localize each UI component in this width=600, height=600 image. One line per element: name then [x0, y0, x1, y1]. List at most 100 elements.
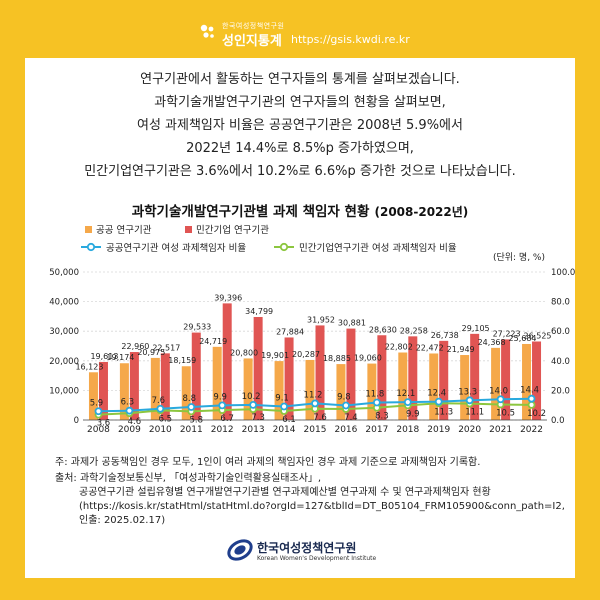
legend-swatch-private-bar: [185, 226, 192, 233]
bar-private: [439, 340, 449, 420]
public-ratio-point: [311, 399, 319, 408]
bar-label-private: 26,525: [524, 331, 552, 340]
private-ratio-label: 7.4: [344, 413, 358, 423]
bar-public: [212, 346, 222, 420]
bar-label-private: 31,952: [307, 315, 335, 324]
public-ratio-label: 8.8: [183, 394, 197, 404]
header-brand: 성인지통계: [222, 34, 282, 49]
kwdi-dots-icon: [200, 24, 214, 38]
unit-label: (단위: 명, %): [493, 252, 545, 263]
x-tick-label: 2016: [334, 425, 357, 435]
x-tick-label: 2008: [87, 425, 110, 435]
source-url[interactable]: (https://kosis.kr/statHtml/statHtml.do?o…: [79, 501, 565, 512]
public-ratio-label: 7.6: [152, 396, 166, 406]
bar-private: [377, 335, 387, 420]
bar-label-public: 25,684: [509, 334, 537, 343]
legend-label-public-bar: 공공 연구기관: [96, 225, 152, 236]
y-right-tick: 100.0: [551, 268, 575, 278]
y-left-tick: 30,000: [49, 327, 79, 337]
x-tick-label: 2017: [365, 425, 388, 435]
bar-private: [191, 332, 201, 420]
footer-logo: 한국여성정책연구원 Korean Women's Development Ins…: [227, 536, 387, 566]
public-ratio-label: 9.1: [275, 394, 289, 404]
public-ratio-label: 11.2: [304, 390, 323, 400]
legend-label-private-bar: 민간기업 연구기관: [196, 224, 269, 236]
x-tick-label: 2012: [211, 425, 234, 435]
bar-public: [181, 366, 191, 420]
private-ratio-point: [527, 401, 536, 409]
x-tick-label: 2011: [180, 425, 203, 435]
private-ratio-label: 9.9: [406, 409, 420, 419]
bar-label-public: 16,123: [75, 362, 103, 371]
bar-label-private: 28,258: [400, 326, 428, 335]
bar-public: [305, 359, 315, 420]
bar-private: [532, 341, 542, 420]
y-left-tick: 20,000: [49, 357, 79, 367]
private-ratio-label: 8.3: [375, 412, 389, 422]
y-right-tick: 0.0: [551, 416, 565, 426]
public-ratio-label: 6.3: [121, 398, 135, 408]
public-ratio-point: [527, 394, 536, 403]
bar-label-private: 22,960: [121, 342, 149, 351]
bar-label-private: 30,881: [338, 319, 366, 328]
public-ratio-label: 9.9: [213, 392, 227, 402]
intro-text: 연구기관에서 활동하는 연구자들의 통계를 살펴보겠습니다. 과학기술개발연구기…: [25, 68, 575, 183]
bar-label-public: 24,368: [478, 338, 506, 347]
bar-label-private: 39,396: [214, 293, 242, 302]
bar-private: [501, 339, 511, 420]
public-ratio-point: [156, 404, 165, 413]
y-left-tick: 50,000: [49, 268, 79, 278]
bar-label-private: 29,105: [462, 324, 490, 333]
bar-private: [346, 328, 356, 420]
bar-public: [119, 363, 129, 420]
bar-label-public: 20,800: [230, 348, 258, 357]
content-card: 연구기관에서 활동하는 연구자들의 통계를 살펴보겠습니다. 과학기술개발연구기…: [25, 58, 575, 578]
bar-private: [253, 316, 263, 420]
y-right-tick: 40.0: [551, 357, 570, 367]
header-url[interactable]: https://gsis.kwdi.re.kr: [291, 33, 410, 46]
y-right-tick: 60.0: [551, 327, 570, 337]
public-ratio-label: 9.8: [337, 392, 351, 402]
bar-label-private: 34,799: [245, 307, 273, 316]
intro-line: 민간기업연구기관은 3.6%에서 10.2%로 6.6%p 증가한 것으로 나타…: [84, 164, 516, 179]
public-ratio-label: 13.3: [458, 387, 477, 397]
kwdi-swirl-icon: [227, 539, 253, 561]
bar-label-private: 19,613: [90, 352, 118, 361]
legend-marker-private: [279, 242, 289, 252]
legend-marker-public: [86, 242, 96, 252]
public-ratio-label: 14.4: [520, 386, 539, 396]
intro-line: 2022년 14.4%로 8.5%p 증가하였으며,: [186, 141, 414, 156]
public-ratio-point: [372, 398, 381, 407]
public-ratio-point: [465, 396, 474, 405]
bar-public: [398, 352, 408, 420]
bar-label-public: 22,802: [385, 343, 413, 352]
footer-org-eng: Korean Women's Development Institute: [257, 555, 377, 562]
x-tick-label: 2021: [489, 425, 512, 435]
public-ratio-point: [403, 398, 412, 406]
bar-public: [429, 353, 439, 420]
private-ratio-label: 7.3: [251, 413, 265, 423]
public-ratio-label: 12.1: [396, 389, 415, 399]
bar-private: [284, 337, 294, 420]
y-left-tick: 40,000: [49, 298, 79, 308]
x-tick-label: 2022: [520, 425, 543, 435]
public-ratio-point: [280, 402, 288, 411]
bar-label-public: 18,885: [323, 354, 351, 363]
chart-title-range: (2008-2022년): [374, 205, 469, 219]
bar-label-private: 27,223: [493, 329, 521, 338]
private-ratio-label: 4.6: [128, 417, 142, 427]
bar-public: [243, 358, 253, 420]
bar-public: [491, 347, 501, 420]
private-ratio-label: 6.7: [220, 414, 234, 424]
public-ratio-point: [434, 397, 443, 406]
bar-label-public: 21,949: [447, 345, 475, 354]
public-ratio-point: [125, 406, 134, 415]
bar-label-public: 19,174: [106, 353, 134, 362]
public-ratio-label: 10.2: [242, 392, 261, 402]
source-text: 공공연구기관 설립유형별 연구개발연구기관별 연구과제예산별 연구과제 수 및 …: [79, 487, 491, 498]
bar-label-private: 28,630: [369, 325, 397, 334]
source-date: 인출: 2025.02.17): [79, 515, 166, 526]
public-ratio-label: 12.4: [427, 389, 446, 399]
bar-label-public: 20,975: [137, 348, 165, 357]
chart-title-main: 과학기술개발연구기관별 과제 책임자 현황: [131, 204, 370, 220]
